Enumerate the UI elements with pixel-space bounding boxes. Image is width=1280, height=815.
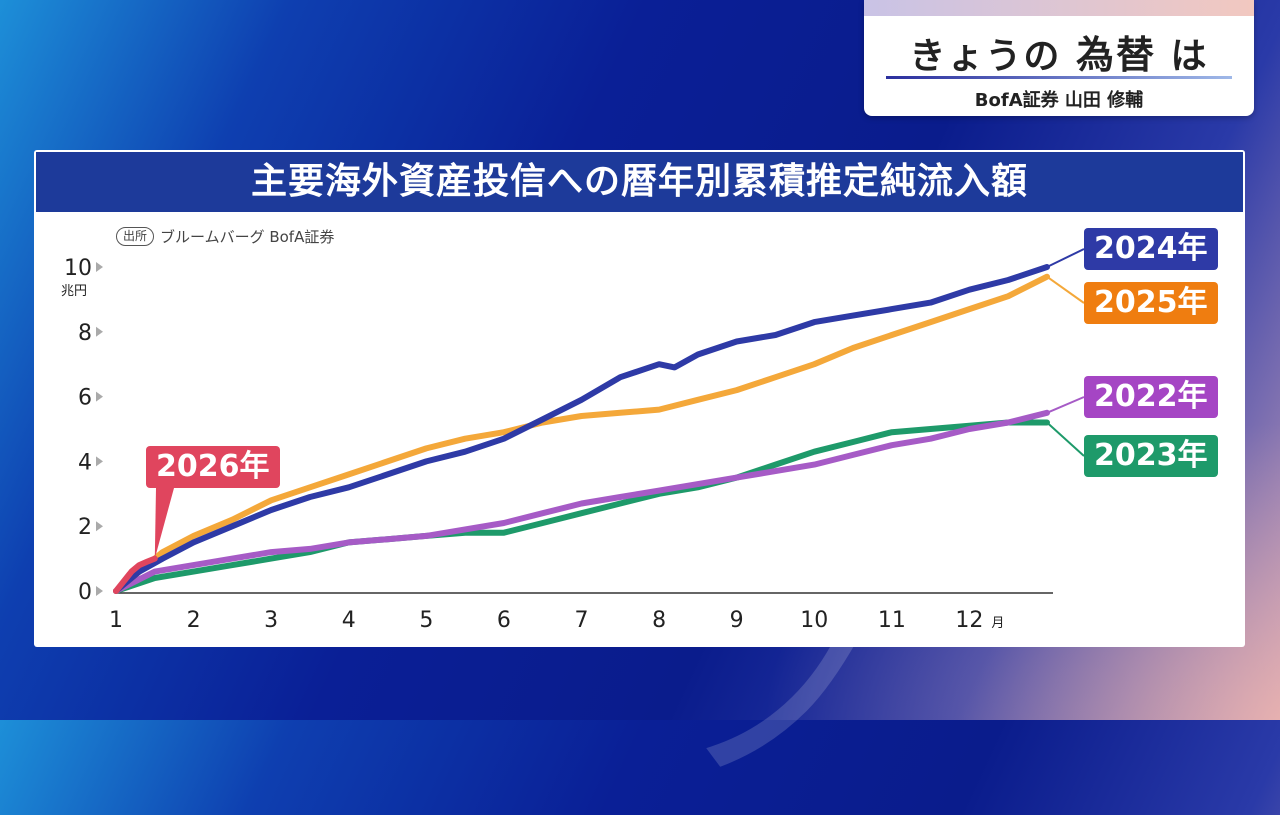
series-line-2023: [113, 419, 1050, 594]
leader-line-2023: [1046, 421, 1085, 457]
x-tick-label: 2: [187, 608, 201, 633]
y-tick-marker: [96, 391, 103, 402]
series-line-2025: [113, 273, 1050, 594]
title-box-accent-bar: [864, 0, 1254, 16]
y-tick-label: 0: [78, 580, 92, 605]
y-tick-label: 4: [78, 450, 92, 475]
series-line-2024: [113, 264, 1050, 594]
y-tick-marker: [96, 456, 103, 467]
chart-title: 主要海外資産投信への暦年別累積推定純流入額: [34, 150, 1245, 214]
x-tick-label: 11: [878, 608, 906, 633]
x-tick-label: 5: [419, 608, 433, 633]
series-label-2026: 2026年: [146, 446, 280, 488]
leader-line-2024: [1046, 248, 1085, 268]
chart-source: 出所 ブルームバーグ BofA証券: [116, 226, 334, 247]
y-tick-marker: [96, 586, 103, 596]
segment-title: きょうの 為替 は: [864, 24, 1254, 79]
x-tick-label: 6: [497, 608, 511, 633]
y-tick-marker: [96, 521, 103, 532]
source-text: ブルームバーグ BofA証券: [160, 228, 335, 246]
y-tick-label: 10: [64, 256, 92, 281]
y-tick-label: 6: [78, 386, 92, 411]
leader-line-2025: [1046, 275, 1085, 304]
y-tick-marker: [96, 262, 103, 272]
leader-line-2022: [1046, 396, 1085, 414]
series-label-2024: 2024年: [1084, 228, 1218, 270]
series-label-2023: 2023年: [1084, 435, 1218, 477]
series-label-2025: 2025年: [1084, 282, 1218, 324]
x-tick-label: 10: [800, 608, 828, 633]
x-tick-label: 8: [652, 608, 666, 633]
source-badge: 出所: [116, 227, 155, 246]
x-tick-label: 4: [342, 608, 356, 633]
segment-subtitle: BofA証券 山田 修輔: [974, 90, 1144, 111]
segment-title-prefix: きょうの: [909, 36, 1062, 77]
chart-panel: 主要海外資産投信への暦年別累積推定純流入額 出所 ブルームバーグ BofA証券 …: [34, 150, 1245, 647]
segment-title-box: きょうの 為替 は BofA証券 山田 修輔: [864, 0, 1254, 116]
y-tick-marker: [96, 326, 103, 337]
segment-title-suffix: は: [1170, 36, 1209, 77]
leader-line-2026: [154, 488, 174, 559]
x-tick-label: 12: [955, 608, 983, 633]
series-line-2022: [113, 409, 1050, 594]
series-label-2022: 2022年: [1084, 376, 1218, 418]
x-tick-label: 7: [575, 608, 589, 633]
x-tick-label: 9: [730, 608, 744, 633]
x-tick-label: 1: [109, 608, 123, 633]
x-tick-label: 3: [264, 608, 278, 633]
y-tick-label: 8: [78, 321, 92, 346]
y-tick-label: 2: [78, 515, 92, 540]
y-axis-unit: 兆円: [61, 284, 87, 299]
title-divider: [886, 76, 1232, 79]
x-axis-unit: 月: [991, 616, 1004, 631]
segment-title-emphasis: 為替: [1075, 33, 1156, 77]
series-line-2026: [113, 555, 158, 594]
